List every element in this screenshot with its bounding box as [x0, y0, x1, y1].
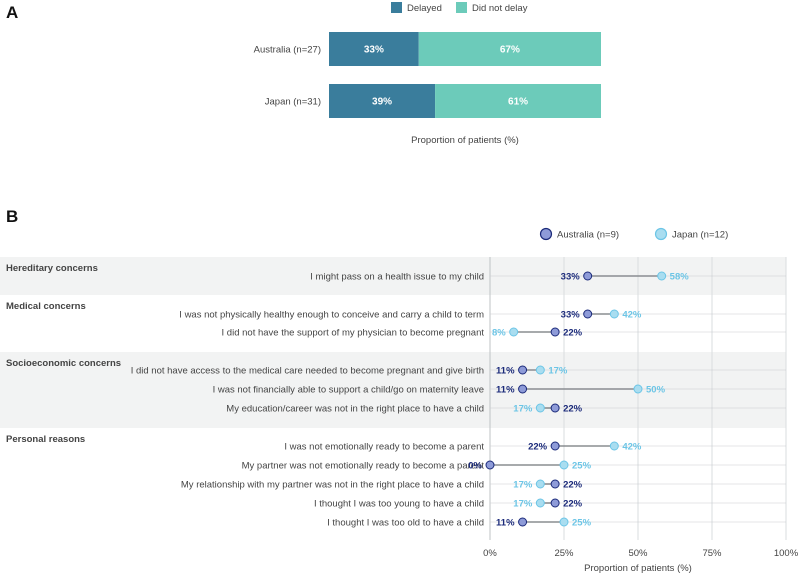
category-label-japan: Japan (n=31) — [265, 97, 321, 108]
point-japan-0-0 — [657, 271, 667, 281]
x-tick-label-25: 25% — [554, 548, 574, 559]
value-japan-1-1: 8% — [492, 328, 506, 339]
point-japan-3-3 — [535, 498, 545, 508]
row-label-1-0: I was not physically healthy enough to c… — [179, 310, 484, 321]
point-australia-3-2 — [550, 479, 560, 489]
point-australia-3-1 — [485, 460, 495, 470]
point-australia-2-2 — [550, 403, 560, 413]
panel-a-stacked-bar-chart: Delayed Did not delay Australia (n=27) 33… — [254, 2, 601, 146]
value-australia-1-1: 22% — [563, 328, 583, 339]
panel-b-letter: B — [6, 207, 18, 226]
bar-value-japan-delayed: 39% — [372, 97, 392, 108]
row-label-0-0: I might pass on a health issue to my chi… — [310, 272, 484, 283]
value-japan-0-0: 58% — [670, 272, 690, 283]
value-australia-3-2: 22% — [563, 480, 583, 491]
category-label-australia: Australia (n=27) — [254, 45, 321, 56]
point-japan-2-0 — [535, 365, 545, 375]
legend-delayed-swatch — [391, 2, 402, 13]
row-label-2-0: I did not have access to the medical car… — [131, 366, 484, 377]
bar-australia-delayed — [329, 32, 419, 66]
bar-value-japan-did-not-delay: 61% — [508, 97, 528, 108]
row-label-3-4: I thought I was too old to have a child — [327, 518, 484, 529]
value-australia-2-0: 11% — [496, 366, 515, 377]
point-australia-2-1 — [518, 384, 528, 394]
value-australia-2-1: 11% — [496, 385, 515, 396]
legend-japan-marker — [654, 227, 668, 241]
point-japan-3-1 — [559, 460, 569, 470]
value-japan-2-1: 50% — [646, 385, 666, 396]
value-australia-3-1: 0% — [468, 461, 482, 472]
bar-australia-did-not-delay — [418, 32, 601, 66]
row-label-2-1: I was not financially able to support a … — [213, 385, 484, 396]
x-tick-label-75: 75% — [702, 548, 722, 559]
row-label-3-3: I thought I was too young to have a chil… — [314, 499, 484, 510]
value-japan-2-2: 17% — [513, 404, 533, 415]
legend-australia-label: Australia (n=9) — [557, 230, 619, 241]
point-japan-2-1 — [633, 384, 643, 394]
point-australia-2-0 — [518, 365, 528, 375]
legend-australia-marker — [539, 227, 553, 241]
row-label-3-0: I was not emotionally ready to become a … — [284, 442, 484, 453]
point-australia-1-0 — [583, 309, 593, 319]
point-japan-3-4 — [559, 517, 569, 527]
point-japan-1-1 — [509, 327, 519, 337]
x-tick-label-50: 50% — [628, 548, 648, 559]
value-australia-0-0: 33% — [561, 272, 581, 283]
x-tick-label-100: 100% — [774, 548, 799, 559]
value-japan-2-0: 17% — [548, 366, 568, 377]
value-australia-3-0: 22% — [528, 442, 548, 453]
point-japan-1-0 — [609, 309, 619, 319]
point-australia-3-4 — [518, 517, 528, 527]
group-label-hereditary-concerns: Hereditary concerns — [6, 263, 98, 274]
bar-value-australia-did-not-delay: 67% — [500, 45, 520, 56]
legend-japan-label: Japan (n=12) — [672, 230, 728, 241]
group-label-socioeconomic-concerns: Socioeconomic concerns — [6, 358, 121, 369]
value-japan-3-0: 42% — [622, 442, 642, 453]
point-australia-0-0 — [583, 271, 593, 281]
legend-did-not-delay-swatch — [456, 2, 467, 13]
point-australia-1-1 — [550, 327, 560, 337]
panel-a-letter: A — [6, 3, 18, 22]
group-label-personal-reasons: Personal reasons — [6, 434, 85, 445]
value-japan-1-0: 42% — [622, 310, 642, 321]
bar-japan-delayed — [329, 84, 436, 118]
value-japan-3-2: 17% — [513, 480, 533, 491]
group-label-medical-concerns: Medical concerns — [6, 301, 86, 312]
panel-a-legend: Delayed Did not delay — [391, 2, 528, 14]
row-label-3-1: My partner was not emotionally ready to … — [242, 461, 485, 472]
panel-b-x-axis-title: Proportion of patients (%) — [584, 563, 692, 574]
value-japan-3-1: 25% — [572, 461, 592, 472]
bar-value-australia-delayed: 33% — [364, 45, 384, 56]
point-australia-3-3 — [550, 498, 560, 508]
row-label-3-2: My relationship with my partner was not … — [181, 480, 484, 491]
point-japan-2-2 — [535, 403, 545, 413]
value-australia-1-0: 33% — [561, 310, 581, 321]
panel-a-x-axis-title: Proportion of patients (%) — [411, 135, 519, 146]
group-band-socioeconomic-concerns — [0, 352, 786, 428]
legend-did-not-delay-label: Did not delay — [472, 3, 528, 14]
x-tick-label-0: 0% — [483, 548, 497, 559]
value-japan-3-4: 25% — [572, 518, 592, 529]
panel-b-dumbbell-chart: Australia (n=9) Japan (n=12) Hereditary … — [0, 227, 799, 574]
row-label-2-2: My education/career was not in the right… — [226, 404, 484, 415]
value-australia-3-4: 11% — [496, 518, 515, 529]
panel-b-legend: Australia (n=9) Japan (n=12) — [539, 227, 728, 241]
point-japan-3-0 — [609, 441, 619, 451]
value-australia-3-3: 22% — [563, 499, 583, 510]
legend-delayed-label: Delayed — [407, 3, 442, 14]
value-australia-2-2: 22% — [563, 404, 583, 415]
row-label-1-1: I did not have the support of my physici… — [222, 328, 485, 339]
point-japan-3-2 — [535, 479, 545, 489]
bar-japan-did-not-delay — [435, 84, 601, 118]
point-australia-3-0 — [550, 441, 560, 451]
value-japan-3-3: 17% — [513, 499, 533, 510]
